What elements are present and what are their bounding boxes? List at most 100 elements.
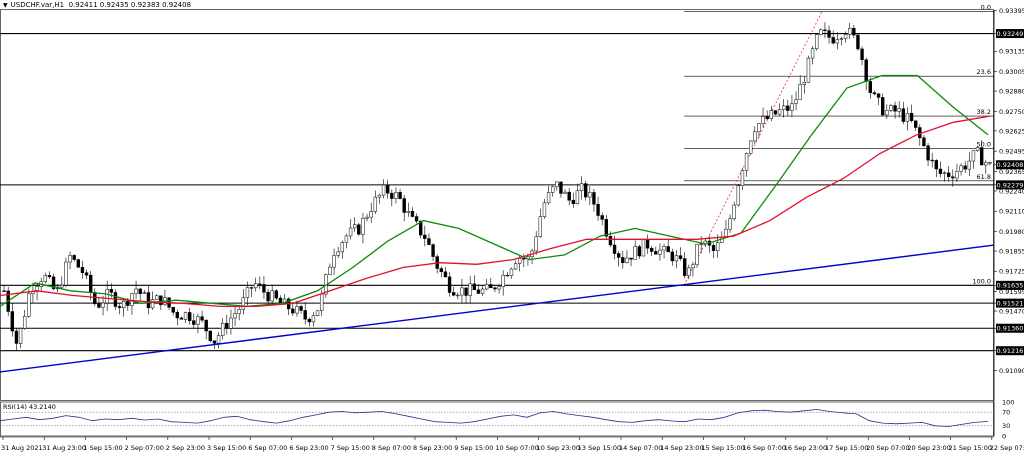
candle-body [406, 211, 411, 213]
candle-body [43, 275, 48, 283]
candle-body [2, 290, 6, 292]
candle-body [971, 150, 976, 162]
time-tick-label: 14 Sep 23:00 [660, 444, 703, 452]
candle-body [810, 48, 815, 59]
candle-body [35, 286, 39, 292]
rsi-tick-label: 30 [1002, 422, 1010, 430]
fibo-level-label: 50.0 [977, 141, 991, 149]
fibo-level-label: 38.2 [977, 108, 991, 116]
candle-body [451, 292, 456, 296]
time-tick-label: 6 Sep 23:00 [289, 444, 328, 452]
candle-body [159, 295, 163, 306]
symbol-label: USDCHF.var,H1 [10, 1, 65, 9]
candle-body [505, 274, 510, 277]
candle-body [291, 308, 295, 314]
candle-body [270, 290, 274, 302]
candle-body [517, 258, 522, 264]
candle-body [522, 258, 526, 260]
candle-body [909, 113, 914, 122]
candle-body [786, 105, 790, 111]
time-tick-label: 2 Sep 23:00 [166, 444, 205, 452]
candle-body [748, 140, 753, 154]
candle-body [794, 99, 798, 104]
candle-body [97, 303, 101, 308]
candle-body [64, 261, 68, 286]
price-tick-label: 0.91725 [999, 268, 1024, 276]
candle-body [967, 160, 972, 170]
candle-body [253, 283, 258, 289]
candle-body [357, 224, 361, 235]
candle-body [678, 255, 683, 259]
candle-body [975, 147, 980, 151]
candle-body [196, 316, 200, 325]
candle-body [876, 93, 881, 98]
candle-body [616, 253, 621, 258]
candle-body [777, 109, 782, 115]
candle-body [439, 268, 444, 273]
candle-body [192, 320, 196, 325]
moving-average-red [0, 115, 991, 308]
candle-body [691, 264, 695, 269]
candle-body [736, 185, 741, 206]
candle-body [654, 251, 658, 255]
fibo-level-label: 0.0 [981, 4, 991, 12]
candle-body [249, 287, 254, 289]
candle-body [423, 234, 427, 239]
candle-body [798, 84, 802, 100]
candle-body [225, 322, 229, 329]
candle-body [447, 276, 452, 293]
candle-body [674, 255, 679, 262]
chart-header: ▼ USDCHF.var,H1 0.92411 0.92435 0.92383 0… [3, 1, 191, 9]
time-tick-label: 16 Sep 07:00 [743, 444, 786, 452]
rsi-plot-frame [0, 401, 994, 437]
candle-body [682, 258, 687, 276]
candle-body [398, 192, 402, 199]
candle-body [806, 57, 811, 83]
candle-body [361, 217, 365, 235]
price-level-badge [996, 29, 1024, 39]
candle-body [802, 81, 807, 85]
rsi-tick-label: 100 [1002, 398, 1014, 406]
candle-body [80, 267, 85, 273]
candle-body [299, 306, 303, 311]
candle-body [365, 216, 369, 219]
candle-body [468, 283, 472, 296]
time-tick-label: 8 Sep 23:00 [413, 444, 452, 452]
price-tick-label: 0.91855 [999, 247, 1024, 255]
candle-body [843, 34, 848, 39]
time-tick-label: 20 Sep 07:00 [866, 444, 909, 452]
candle-body [769, 110, 774, 120]
candle-body [744, 153, 749, 171]
candle-body [542, 202, 547, 217]
candle-body [885, 110, 889, 116]
candle-body [348, 227, 353, 237]
candle-body [295, 306, 299, 314]
candle-body [926, 145, 930, 161]
candle-body [154, 295, 159, 300]
candle-body [175, 312, 180, 319]
candle-body [649, 247, 654, 252]
candle-body [183, 312, 188, 320]
price-tick-label: 0.92365 [999, 168, 1024, 176]
price-level-badge [996, 280, 1024, 290]
candle-body [76, 259, 81, 268]
candle-body [344, 235, 349, 243]
candle-body [418, 220, 423, 236]
candle-body [18, 328, 23, 344]
collapse-triangle-icon[interactable]: ▼ [3, 2, 8, 9]
candle-body [852, 27, 856, 36]
candle-body [513, 263, 518, 270]
fibo-ray-line [683, 11, 823, 286]
candle-body [101, 302, 105, 308]
candle-body [258, 283, 262, 285]
time-tick-label: 16 Sep 23:00 [784, 444, 827, 452]
price-tick-label: 0.92625 [999, 127, 1024, 135]
price-level-badge [996, 323, 1024, 333]
candle-body [930, 159, 934, 162]
candle-body [571, 199, 576, 205]
candle-body [369, 211, 373, 218]
candle-body [200, 316, 204, 321]
candle-body [942, 172, 947, 174]
price-tick-label: 0.92750 [999, 108, 1024, 116]
